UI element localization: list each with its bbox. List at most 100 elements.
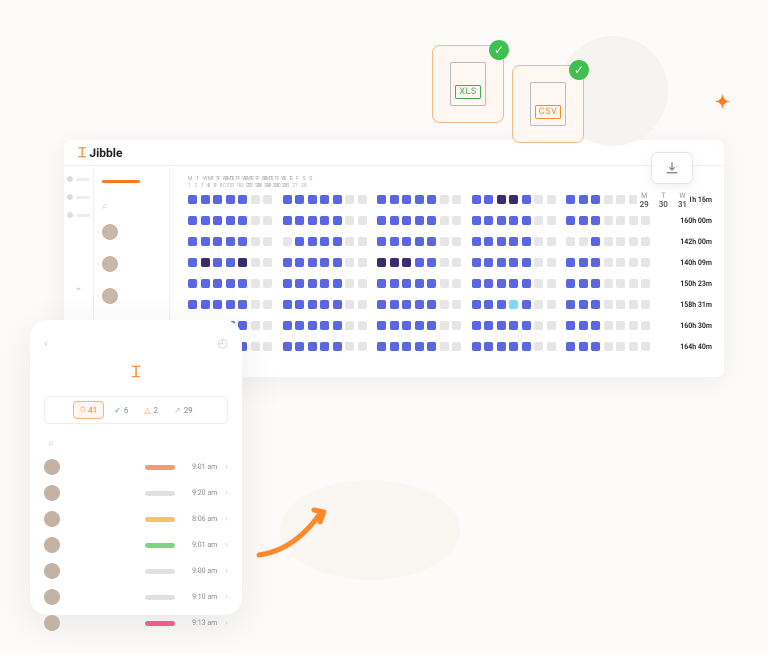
day-cell[interactable] <box>509 195 518 204</box>
day-cell[interactable] <box>497 342 506 351</box>
day-cell[interactable] <box>604 258 613 267</box>
day-cell[interactable] <box>201 300 210 309</box>
day-cell[interactable] <box>263 321 272 330</box>
day-cell[interactable] <box>358 300 367 309</box>
day-cell[interactable] <box>251 279 260 288</box>
day-cell[interactable] <box>320 279 329 288</box>
day-cell[interactable] <box>604 300 613 309</box>
day-cell[interactable] <box>201 216 210 225</box>
day-cell[interactable] <box>604 279 613 288</box>
day-cell[interactable] <box>377 258 386 267</box>
day-cell[interactable] <box>522 342 531 351</box>
day-cell[interactable] <box>547 342 556 351</box>
day-cell[interactable] <box>283 216 292 225</box>
day-cell[interactable] <box>263 195 272 204</box>
day-cell[interactable] <box>472 321 481 330</box>
day-cell[interactable] <box>295 195 304 204</box>
day-cell[interactable] <box>320 195 329 204</box>
day-cell[interactable] <box>201 195 210 204</box>
day-cell[interactable] <box>333 216 342 225</box>
day-cell[interactable] <box>452 279 461 288</box>
day-cell[interactable] <box>509 300 518 309</box>
day-cell[interactable] <box>213 279 222 288</box>
day-cell[interactable] <box>566 195 575 204</box>
day-cell[interactable] <box>415 237 424 246</box>
day-cell[interactable] <box>641 216 650 225</box>
day-cell[interactable] <box>333 195 342 204</box>
day-cell[interactable] <box>616 195 625 204</box>
more-icon[interactable]: ⋮ <box>698 195 708 206</box>
day-cell[interactable] <box>358 237 367 246</box>
day-cell[interactable] <box>238 279 247 288</box>
day-cell[interactable] <box>547 195 556 204</box>
day-cell[interactable] <box>604 216 613 225</box>
day-cell[interactable] <box>251 237 260 246</box>
day-cell[interactable] <box>415 279 424 288</box>
day-cell[interactable] <box>345 216 354 225</box>
day-cell[interactable] <box>641 258 650 267</box>
day-cell[interactable] <box>472 195 481 204</box>
day-cell[interactable] <box>415 195 424 204</box>
day-cell[interactable] <box>427 279 436 288</box>
status-chip[interactable]: △2 <box>138 401 164 419</box>
day-cell[interactable] <box>308 300 317 309</box>
sidebar-item-icon[interactable] <box>67 212 73 218</box>
day-cell[interactable] <box>345 279 354 288</box>
day-cell[interactable] <box>308 258 317 267</box>
day-cell[interactable] <box>591 237 600 246</box>
day-cell[interactable] <box>390 321 399 330</box>
day-cell[interactable] <box>616 216 625 225</box>
mobile-person-row[interactable]: 9:20 am› <box>44 485 228 501</box>
day-cell[interactable] <box>263 300 272 309</box>
day-cell[interactable] <box>440 300 449 309</box>
day-cell[interactable] <box>358 258 367 267</box>
day-cell[interactable] <box>497 279 506 288</box>
day-cell[interactable] <box>484 195 493 204</box>
day-cell[interactable] <box>497 237 506 246</box>
day-cell[interactable] <box>188 216 197 225</box>
download-button[interactable] <box>651 152 693 184</box>
day-cell[interactable] <box>415 342 424 351</box>
day-cell[interactable] <box>320 237 329 246</box>
day-cell[interactable] <box>251 342 260 351</box>
day-cell[interactable] <box>616 321 625 330</box>
day-cell[interactable] <box>629 237 638 246</box>
day-cell[interactable] <box>509 258 518 267</box>
day-cell[interactable] <box>522 300 531 309</box>
avatar[interactable] <box>102 256 118 272</box>
day-cell[interactable] <box>579 321 588 330</box>
day-cell[interactable] <box>547 321 556 330</box>
day-cell[interactable] <box>308 321 317 330</box>
day-cell[interactable] <box>579 195 588 204</box>
day-cell[interactable] <box>566 300 575 309</box>
day-cell[interactable] <box>629 258 638 267</box>
day-cell[interactable] <box>188 279 197 288</box>
day-cell[interactable] <box>402 300 411 309</box>
status-chip[interactable]: ↗29 <box>168 401 199 419</box>
day-cell[interactable] <box>579 279 588 288</box>
day-cell[interactable] <box>440 321 449 330</box>
day-cell[interactable] <box>472 237 481 246</box>
day-cell[interactable] <box>629 342 638 351</box>
day-cell[interactable] <box>295 216 304 225</box>
day-cell[interactable] <box>472 258 481 267</box>
day-cell[interactable] <box>534 237 543 246</box>
day-cell[interactable] <box>402 279 411 288</box>
day-cell[interactable] <box>452 258 461 267</box>
day-cell[interactable] <box>295 321 304 330</box>
timesheet-row[interactable]: 171h 16m <box>188 195 712 204</box>
day-cell[interactable] <box>534 321 543 330</box>
day-cell[interactable] <box>415 321 424 330</box>
day-cell[interactable] <box>534 258 543 267</box>
day-cell[interactable] <box>358 342 367 351</box>
day-cell[interactable] <box>201 279 210 288</box>
day-cell[interactable] <box>333 258 342 267</box>
day-cell[interactable] <box>641 321 650 330</box>
day-cell[interactable] <box>345 300 354 309</box>
day-cell[interactable] <box>497 258 506 267</box>
day-cell[interactable] <box>484 258 493 267</box>
day-cell[interactable] <box>358 321 367 330</box>
day-cell[interactable] <box>402 321 411 330</box>
mobile-person-row[interactable]: 8:06 am› <box>44 511 228 527</box>
day-cell[interactable] <box>522 195 531 204</box>
